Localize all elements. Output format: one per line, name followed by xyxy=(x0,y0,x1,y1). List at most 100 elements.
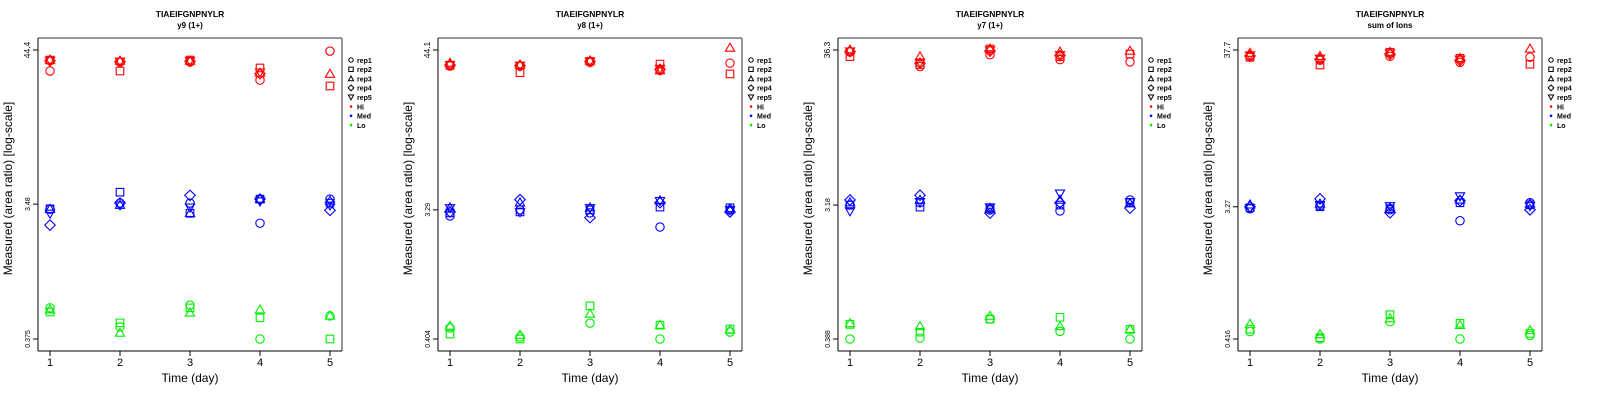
data-point-hi-rep5-day2 xyxy=(1314,54,1326,65)
data-point-hi-rep5-day1 xyxy=(844,47,856,57)
chart-panel-1: TIAEIFGNPNYLR y9 (1+) 1 2 3 4 5 44.4 3.48 0.375 Ti… xyxy=(1,9,372,385)
data-point-med-rep4-day2 xyxy=(913,189,927,202)
data-point-med-rep5-day3 xyxy=(1384,202,1396,212)
data-point-med-rep5-day1 xyxy=(444,204,456,214)
y-tick-label: 0.416 xyxy=(1225,330,1232,348)
legend-label: rep4 xyxy=(757,86,772,93)
series-hi xyxy=(843,43,1136,72)
chart-subtitle: y9 (1+) xyxy=(177,21,203,30)
data-point-med-rep4-day2 xyxy=(513,193,527,206)
legend-item-rep2: rep2 xyxy=(748,66,772,74)
legend-item-rep2: rep2 xyxy=(1148,66,1172,74)
legend-item-rep4: rep4 xyxy=(747,84,772,93)
data-point-med-rep4-day5 xyxy=(1123,202,1137,215)
x-axis-title: Time (day) xyxy=(962,371,1019,385)
data-point-lo-rep3-day3 xyxy=(1384,312,1396,323)
legend-triangle-up-icon xyxy=(747,74,755,82)
data-point-med-rep3-day1 xyxy=(444,201,456,212)
data-point-med-rep5-day4 xyxy=(654,196,666,207)
x-axis-title: Time (day) xyxy=(1362,371,1419,385)
data-point-med-rep3-day3 xyxy=(184,207,196,218)
y-axis-title: Measured (area ratio) [log-scale] xyxy=(801,102,815,275)
series-med xyxy=(443,193,737,232)
data-point-hi-rep1-day1 xyxy=(45,66,55,76)
chart-panel-4: TIAEIFGNPNYLR sum of Ions 1 2 3 4 5 37.7 3.27 0.4… xyxy=(1201,9,1572,385)
data-point-hi-rep2-day2 xyxy=(1315,60,1325,70)
x-tick-label: 1 xyxy=(847,357,853,369)
legend-dot-icon xyxy=(749,123,753,127)
data-point-med-rep5-day4 xyxy=(1054,189,1066,200)
data-point-hi-rep2-day5 xyxy=(725,69,735,79)
legend-item-rep3: rep3 xyxy=(1547,74,1572,83)
data-point-hi-rep5-day3 xyxy=(584,57,596,68)
data-point-lo-rep1-day4 xyxy=(1055,326,1065,337)
data-point-med-rep5-day1 xyxy=(44,209,56,220)
data-point-lo-rep3-day2 xyxy=(114,327,126,337)
data-point-lo-rep3-day1 xyxy=(844,317,856,328)
legend-item-rep4: rep4 xyxy=(1147,84,1172,93)
legend-item-lo: Lo xyxy=(1549,123,1566,130)
series-med xyxy=(1243,192,1537,226)
data-point-hi-rep5-day3 xyxy=(184,57,196,67)
legend-dot-icon xyxy=(349,105,353,108)
data-point-lo-rep1-day1 xyxy=(1245,326,1255,337)
x-tick-label: 2 xyxy=(517,357,523,369)
data-point-med-rep1-day3 xyxy=(185,198,195,208)
data-point-hi-rep5-day4 xyxy=(1054,51,1066,61)
data-point-med-rep5-day3 xyxy=(584,204,596,214)
data-point-lo-rep2-day4 xyxy=(255,313,265,323)
data-point-med-rep4-day3 xyxy=(983,207,997,220)
data-point-hi-rep1-day5 xyxy=(1525,52,1535,62)
data-point-lo-rep3-day3 xyxy=(984,310,996,320)
legend: rep1 rep2 rep3 rep4 rep5 Hi Med Lo xyxy=(1547,57,1572,130)
legend-triangle-up-icon xyxy=(347,74,355,82)
data-point-med-rep5-day5 xyxy=(1124,198,1136,208)
data-point-lo-rep1-day4 xyxy=(1455,334,1465,344)
data-point-lo-rep2-day3 xyxy=(1385,310,1395,319)
data-point-hi-rep5-day2 xyxy=(914,58,926,69)
legend-item-rep5: rep5 xyxy=(747,94,772,102)
data-point-med-rep4-day1 xyxy=(843,194,857,207)
data-point-hi-rep3-day1 xyxy=(44,54,56,64)
legend-item-rep4: rep4 xyxy=(1547,84,1572,93)
legend-item-rep1: rep1 xyxy=(1548,57,1572,65)
data-point-med-rep4-day3 xyxy=(1383,206,1397,219)
chart-title: TIAEIFGNPNYLR xyxy=(1356,9,1424,19)
data-point-hi-rep2-day4 xyxy=(655,59,665,69)
legend-dot-icon xyxy=(1549,114,1553,118)
legend-label: Hi xyxy=(757,104,764,111)
data-point-med-rep4-day2 xyxy=(1313,192,1327,205)
data-point-hi-rep5-day2 xyxy=(514,61,526,72)
data-point-lo-rep2-day1 xyxy=(1245,324,1255,334)
legend-label: Hi xyxy=(1157,104,1164,111)
legend-dot-icon xyxy=(749,114,753,118)
data-point-hi-rep2-day4 xyxy=(255,63,265,73)
legend-item-rep2: rep2 xyxy=(1548,66,1572,74)
x-tick-label: 3 xyxy=(1387,357,1393,369)
legend-label: Lo xyxy=(357,123,366,130)
data-point-med-rep1-day4 xyxy=(1455,215,1465,226)
x-tick-label: 5 xyxy=(1127,357,1133,369)
x-tick-label: 5 xyxy=(327,357,333,369)
legend-item-rep5: rep5 xyxy=(1147,94,1172,102)
chart-panel-2: TIAEIFGNPNYLR y8 (1+) 1 2 3 4 5 44.1 3.29 0.404 Ti… xyxy=(401,9,772,385)
legend-circle-icon xyxy=(1148,57,1154,63)
legend-item-med: Med xyxy=(1149,114,1171,121)
y-axis-title: Measured (area ratio) [log-scale] xyxy=(401,102,415,275)
y-tick-label: 44.1 xyxy=(422,41,432,58)
data-point-med-rep5-day1 xyxy=(844,207,856,217)
data-point-hi-rep5-day2 xyxy=(114,57,126,68)
x-axis-title: Time (day) xyxy=(162,371,219,385)
data-point-med-rep5-day2 xyxy=(914,198,926,208)
data-point-hi-rep5-day1 xyxy=(444,60,456,71)
legend-item-rep3: rep3 xyxy=(1147,74,1172,83)
legend-label: rep3 xyxy=(1157,76,1172,83)
legend-diamond-icon xyxy=(1547,84,1555,92)
data-point-lo-rep3-day4 xyxy=(254,303,266,314)
data-point-lo-rep2-day2 xyxy=(115,318,125,328)
data-point-lo-rep3-day1 xyxy=(44,303,56,314)
legend-label: rep2 xyxy=(1157,67,1172,74)
y-tick-label: 36.3 xyxy=(822,41,832,58)
data-point-med-rep5-day3 xyxy=(984,203,996,214)
legend-label: rep4 xyxy=(1157,86,1172,93)
